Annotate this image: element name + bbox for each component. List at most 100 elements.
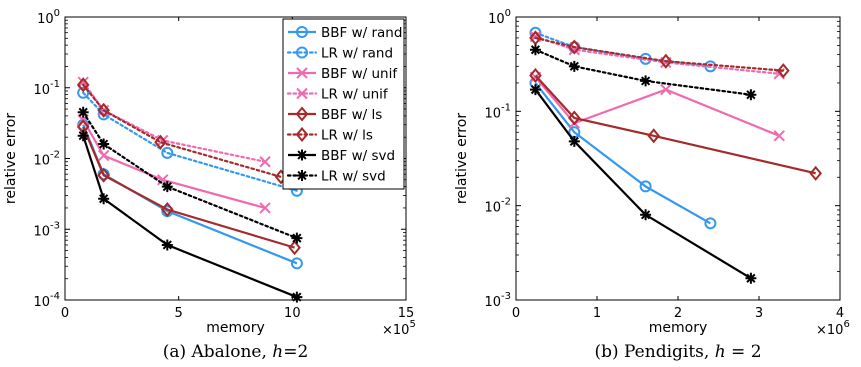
data-point (97, 167, 110, 183)
data-point (529, 30, 542, 46)
legend-label: LR w/ svd (321, 169, 386, 185)
series-line-2 (534, 76, 780, 137)
data-point (568, 39, 581, 55)
x-tick-label: 10 (284, 306, 301, 321)
series-line-3 (82, 81, 267, 163)
figure-caption: (a) Abalone, h=2 (163, 342, 309, 362)
legend: BBF w/ rand LR w/ rand BBF w/ unif LR w/ un… (282, 18, 405, 190)
x-multiplier: ×105 (382, 319, 416, 338)
data-point (529, 67, 542, 84)
chart-pendigits: 0 1 2 3 4 10-3 10-2 10-1 100 memory relative err… (454, 8, 850, 362)
data-point (161, 146, 174, 159)
legend-marker (296, 67, 308, 79)
y-tick-label: 10-3 (484, 291, 511, 310)
data-point (529, 84, 541, 96)
y-tick-label: 100 (488, 8, 511, 27)
x-tick-label: 0 (512, 306, 520, 321)
data-point (291, 291, 303, 303)
data-point (809, 165, 823, 181)
series-line-4 (534, 74, 816, 175)
y-tick-label: 10-1 (33, 79, 60, 98)
data-point (98, 138, 110, 150)
series-line-2 (82, 119, 266, 210)
y-tick-label: 100 (37, 8, 60, 27)
data-point (291, 232, 303, 244)
x-tick-label: 2 (674, 306, 682, 321)
legend-label: BBF w/ svd (321, 148, 395, 164)
data-point (659, 53, 673, 69)
data-point (259, 202, 271, 214)
series-line-0 (534, 82, 711, 225)
data-point (161, 239, 173, 251)
y-tick-label: 10-2 (33, 150, 60, 169)
y-tick-label: 10-3 (33, 220, 60, 239)
data-point (773, 130, 785, 142)
legend-label: LR w/ rand (321, 46, 393, 62)
data-point (157, 174, 169, 186)
y-axis-label: relative error (454, 113, 470, 204)
y-tick-label: 10-1 (484, 102, 511, 121)
x-tick-label: 1 (593, 306, 601, 321)
y-axis-label: relative error (3, 113, 19, 204)
x-axis-label: memory (649, 320, 708, 336)
series-layer (76, 76, 303, 303)
y-tick-label: 10-2 (484, 197, 511, 216)
x-axis-label: memory (206, 320, 265, 336)
legend-label: BBF w/ unif (321, 66, 398, 82)
data-point (639, 180, 652, 193)
legend-marker (296, 87, 308, 100)
x-tick-label: 0 (61, 306, 69, 321)
data-point (660, 83, 672, 96)
series-line-6 (82, 135, 298, 299)
legend-label: LR w/ ls (321, 128, 373, 144)
x-multiplier: ×106 (816, 319, 850, 338)
legend-marker (296, 46, 308, 59)
data-point (640, 75, 652, 87)
series-line-7 (82, 111, 298, 240)
data-point (568, 110, 581, 126)
figure-caption: (b) Pendigits, h = 2 (594, 342, 761, 362)
data-point (77, 86, 90, 99)
series-line-6 (534, 88, 752, 280)
axis-ticks: 0 5 10 15 10-4 10-3 10-2 10-1 100 (33, 8, 414, 321)
data-point (704, 217, 717, 230)
legend-marker (296, 26, 308, 38)
data-point (77, 130, 89, 142)
data-point (647, 128, 661, 144)
data-point (161, 181, 173, 193)
legend-marker (295, 126, 309, 143)
legend-label: BBF w/ rand (321, 25, 402, 41)
x-tick-label: 3 (755, 306, 763, 321)
x-tick-label: 15 (398, 306, 415, 321)
data-point (529, 44, 541, 56)
data-point (568, 135, 580, 147)
data-point (288, 240, 301, 256)
data-point (640, 209, 652, 221)
data-point (259, 156, 271, 168)
data-point (98, 193, 110, 205)
y-tick-label: 10-4 (33, 291, 60, 310)
series-line-5 (534, 36, 785, 72)
series-line-1 (82, 91, 298, 192)
data-point (160, 201, 174, 218)
chart-abalone: 0 5 10 15 10-4 10-3 10-2 10-1 100 memory relativ… (3, 8, 416, 362)
data-point (97, 149, 110, 162)
plot-area (515, 16, 841, 301)
data-point (154, 134, 167, 150)
legend-marker (296, 149, 308, 161)
axis-ticks: 0 1 2 3 4 10-3 10-2 10-1 100 (484, 8, 844, 321)
x-tick-label: 4 (836, 306, 844, 321)
series-layer (529, 26, 823, 284)
legend-marker (296, 170, 308, 181)
series-line-3 (534, 35, 781, 75)
data-point (290, 257, 303, 270)
data-point (76, 77, 90, 93)
data-point (77, 106, 89, 118)
series-line-5 (82, 83, 283, 178)
data-point (776, 63, 790, 79)
data-point (745, 89, 757, 101)
legend-label: BBF w/ ls (321, 107, 382, 123)
data-point (97, 102, 110, 118)
data-point (568, 60, 580, 72)
